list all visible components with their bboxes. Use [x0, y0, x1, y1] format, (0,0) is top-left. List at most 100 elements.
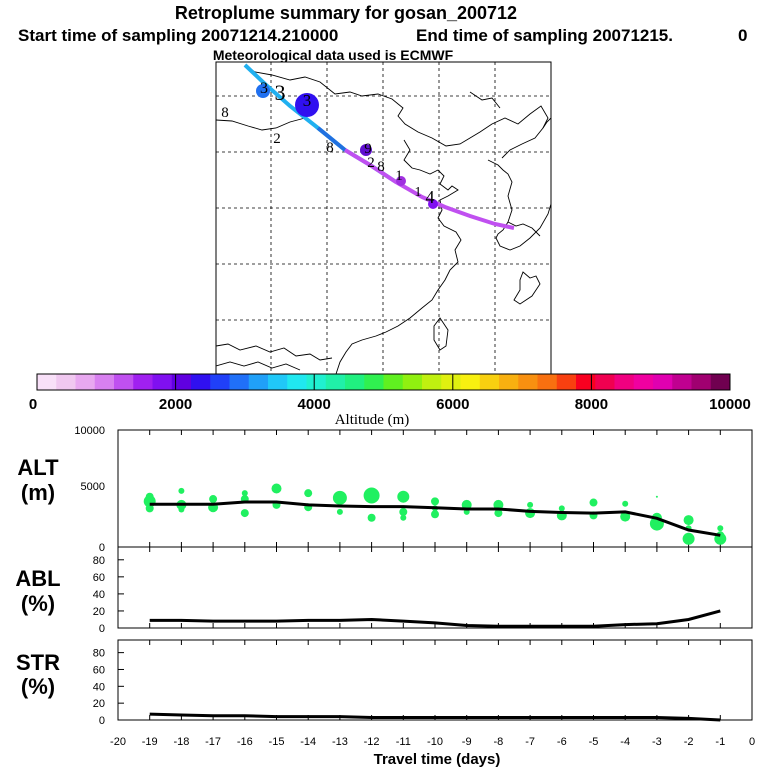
x-tick-label: -10: [427, 736, 443, 748]
alt-point: [683, 515, 694, 526]
abl-y-tick-label: 20: [93, 606, 105, 618]
x-axis-label: Travel time (days): [374, 751, 501, 768]
alt-point: [431, 510, 439, 519]
alt-point: [240, 509, 249, 518]
alt-point: [527, 501, 534, 508]
alt-axis-unit: (m): [21, 480, 55, 505]
alt-point: [558, 505, 565, 512]
colorbar-cell: [325, 374, 346, 390]
alt-point: [397, 490, 410, 503]
colorbar-cell: [460, 374, 481, 390]
map-cluster-label: 1: [415, 185, 422, 200]
abl-y-tick-label: 40: [93, 589, 105, 601]
colorbar-cell: [94, 374, 115, 390]
alt-point: [178, 487, 185, 494]
colorbar-cell: [56, 374, 76, 390]
colorbar-cell: [37, 374, 57, 390]
colorbar-cell: [364, 374, 384, 390]
alt-point: [682, 532, 695, 545]
alt-point: [178, 506, 185, 513]
alt-point: [717, 525, 724, 532]
alt-point: [620, 511, 631, 522]
colorbar-cell: [479, 374, 500, 390]
alt-point: [336, 508, 343, 515]
alt-point: [304, 489, 313, 498]
alt-point: [145, 504, 154, 513]
end-time-text: End time of sampling 20071215.: [416, 26, 673, 45]
abl-panel: ABL (%) 0 20 40 60 80: [15, 546, 753, 635]
colorbar-tick-label: 0: [29, 396, 37, 413]
alt-point: [400, 514, 407, 521]
figure-title: Retroplume summary for gosan_200712: [175, 3, 517, 23]
colorbar-cell: [287, 374, 307, 390]
str-panel: STR (%) 0 20 40 60 80: [16, 639, 753, 727]
alt-point: [589, 498, 598, 507]
map-cluster-label: 8: [221, 105, 229, 121]
map-cluster-label: 4: [426, 187, 435, 207]
alt-point: [399, 507, 408, 516]
abl-y-tick-label: 80: [93, 555, 105, 567]
colorbar-cell: [633, 374, 654, 390]
x-tick-label: -17: [205, 736, 221, 748]
x-tick-label: -3: [652, 736, 662, 748]
coastlines: [216, 64, 551, 374]
colorbar-cell: [614, 374, 635, 390]
colorbar-cell: [576, 374, 596, 390]
str-y-tick-label: 40: [93, 681, 105, 693]
x-tick-label: -13: [332, 736, 348, 748]
alt-point: [241, 490, 248, 497]
abl-axis-unit: (%): [21, 591, 55, 616]
str-line: [149, 712, 721, 722]
colorbar-cell: [210, 374, 230, 390]
x-tick-label: -2: [684, 736, 694, 748]
x-tick-label: -12: [364, 736, 380, 748]
abl-line: [149, 609, 721, 628]
colorbar-cell: [152, 374, 173, 390]
colorbar-tick-label: 4000: [298, 396, 331, 413]
map-graticule: [216, 62, 551, 374]
alt-tick: 5000: [81, 481, 105, 493]
colorbar-cell: [710, 374, 731, 390]
colorbar-tick-label: 10000: [709, 396, 751, 413]
alt-point: [655, 495, 658, 498]
colorbar-cell: [383, 374, 404, 390]
x-tick-label: 0: [749, 736, 755, 748]
x-tick-label: -20: [110, 736, 126, 748]
map-cluster-label: 8: [326, 140, 334, 156]
alt-point: [622, 500, 629, 507]
map-cluster-label: 2: [273, 131, 281, 147]
x-tick-label: -5: [589, 736, 599, 748]
str-y-tick-label: 0: [99, 715, 105, 727]
str-y-tick-label: 80: [93, 648, 105, 660]
colorbar-cell: [499, 374, 519, 390]
alt-point: [431, 497, 439, 506]
altitude-colorbar: 0 2000 4000 6000 8000 10000 Altitude (m): [29, 373, 751, 428]
colorbar-tick-label: 6000: [436, 396, 469, 413]
colorbar-cell: [537, 374, 558, 390]
map-frame: [215, 61, 552, 375]
colorbar-cell: [75, 374, 96, 390]
cluster-marker: [396, 176, 406, 186]
x-tick-label: -15: [269, 736, 285, 748]
str-y-tick-label: 60: [93, 664, 105, 676]
x-tick-label: -14: [300, 736, 316, 748]
map-cluster-label: 2: [367, 155, 375, 171]
colorbar-cell: [133, 374, 153, 390]
x-tick-label: -19: [142, 736, 158, 748]
alt-panel: ALT (m) 0 5000 10000: [17, 425, 753, 554]
colorbar-cell: [268, 374, 288, 390]
alt-point: [461, 499, 472, 510]
abl-y-tick-label: 0: [99, 623, 105, 635]
x-tick-label: -7: [525, 736, 535, 748]
colorbar-cell: [691, 374, 712, 390]
x-tick-label: -8: [494, 736, 504, 748]
colorbar-cell: [672, 374, 692, 390]
colorbar-cell: [556, 374, 577, 390]
alt-point: [363, 487, 380, 504]
x-tick-label: -11: [396, 736, 411, 748]
colorbar-cell: [114, 374, 134, 390]
end-time-tail: 0: [738, 26, 747, 45]
alt-tick: 10000: [74, 425, 105, 437]
